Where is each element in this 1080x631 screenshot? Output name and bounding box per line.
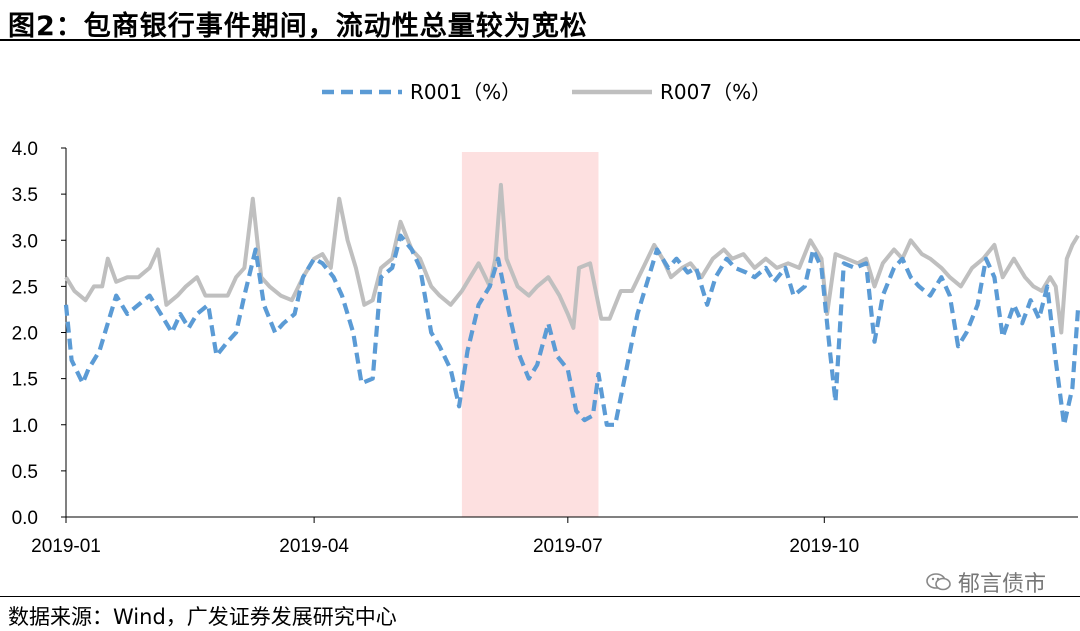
x-tick-label: 2019-07 [533,536,603,557]
series-line-r007 [64,182,1080,335]
legend-r001-label: R001（%） [410,80,521,104]
x-tick-label: 2019-01 [31,536,101,557]
y-tick-label: 2.5 [12,277,38,298]
data-source: 数据来源：Wind，广发证券发展研究中心 [8,605,397,629]
event-highlight-band [461,152,599,517]
footer-divider [0,596,1080,597]
x-axis: 2019-01 2019-04 2019-07 2019-10 [31,516,1078,557]
series-layer [63,182,1080,427]
y-tick-label: 1.5 [12,370,38,391]
y-tick-label: 3.0 [12,231,38,252]
y-tick-label: 4.0 [12,139,38,160]
y-tick-label: 2.0 [12,324,38,345]
chart-title: 图2：包商银行事件期间，流动性总量较为宽松 [8,11,588,42]
watermark-text: 郁言债市 [957,572,1046,597]
y-tick-label: 3.5 [12,185,38,206]
wechat-icon [926,573,951,591]
y-tick-label: 0.0 [12,508,38,529]
y-tick-label: 0.5 [12,462,38,483]
y-tick-label: 1.0 [12,416,38,437]
watermark: 郁言债市 [926,566,1046,598]
x-tick-label: 2019-10 [789,536,859,557]
series-line-r001 [63,233,1080,427]
y-axis: 0.0 0.5 1.0 1.5 2.0 2.5 3.0 3.5 4.0 [12,139,67,529]
legend-r007-label: R007（%） [660,80,771,104]
line-chart: R001（%） R007（%） 0.0 0.5 1.0 1.5 2.0 2.5 3.0 3.5… [12,80,1080,557]
x-tick-label: 2019-04 [279,536,349,557]
title-divider [0,39,1080,41]
legend: R001（%） R007（%） [322,80,771,104]
